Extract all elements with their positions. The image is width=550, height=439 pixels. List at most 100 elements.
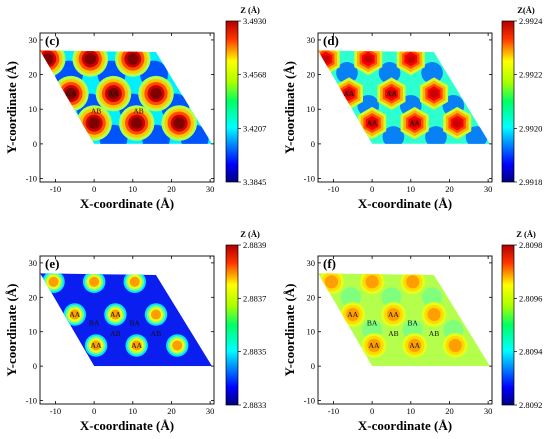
x-tick-label: 30 — [206, 184, 215, 194]
maximum-ring — [408, 338, 422, 353]
colorbar — [501, 20, 515, 183]
x-axis-label: X-coordinate (Å) — [80, 418, 174, 433]
maximum-ring — [367, 338, 381, 353]
heatmap-area-d — [318, 50, 491, 144]
site-label: AA — [131, 341, 142, 350]
maximum-ring — [84, 53, 97, 65]
maximum-ring — [427, 307, 441, 322]
site-label: AB — [388, 329, 398, 338]
surface-maximum — [82, 273, 106, 294]
maximum-ring — [127, 53, 139, 65]
surface-maximum — [402, 333, 428, 358]
x-tick-label: 30 — [484, 184, 493, 194]
site-label: AA — [386, 89, 397, 98]
maximum-ring — [324, 275, 339, 289]
maximum-ring — [453, 118, 462, 128]
maximum-ring — [48, 276, 59, 287]
y-tick-label: 30 — [307, 258, 316, 268]
maximum-ring — [429, 88, 439, 99]
surface-maximum — [400, 273, 426, 295]
x-tick-label: 0 — [370, 184, 374, 194]
x-tick-label: -10 — [328, 184, 339, 194]
maximum-ring — [365, 275, 379, 289]
surface-minimum — [40, 74, 62, 103]
colorbar-tick-label: 2.8833 — [243, 400, 266, 410]
surface-maximum — [354, 50, 383, 76]
panel-label: (d) — [323, 33, 339, 48]
site-label: BA — [367, 319, 378, 328]
y-tick-label: 30 — [29, 258, 38, 268]
y-tick-label: 0 — [311, 139, 315, 149]
panel-label: (e) — [45, 256, 59, 271]
maximum-ring — [130, 117, 143, 129]
y-axis-label: Y-coordinate (Å) — [4, 61, 19, 154]
surface-maximum — [358, 106, 387, 140]
colorbar-tick-label: 2.8094 — [519, 347, 543, 357]
maximum-ring — [387, 88, 396, 99]
surface-maximum — [123, 273, 146, 294]
surface-maximum — [84, 334, 108, 357]
axes-frame — [317, 255, 493, 405]
surface-minimum — [465, 126, 488, 144]
maximum-ring — [110, 309, 121, 320]
site-label: AB — [429, 329, 439, 338]
site-label: AA — [91, 341, 102, 350]
colorbar-tick-label: 3.4930 — [243, 16, 266, 26]
y-tick-label: -10 — [26, 174, 37, 184]
surface-minimum — [421, 62, 443, 84]
site-label: AA — [388, 310, 399, 319]
site-label: BA — [130, 319, 141, 328]
y-tick-label: 30 — [29, 35, 38, 45]
heatmap-area-e — [40, 273, 213, 367]
x-tick-label: 0 — [92, 184, 96, 194]
surface-maximum — [359, 273, 385, 295]
site-label: AA — [108, 89, 119, 98]
panel-label: (f) — [323, 256, 336, 271]
maximum-ring — [107, 87, 120, 100]
surface-maximum — [138, 75, 174, 112]
y-tick-label: -10 — [304, 174, 315, 184]
maximum-ring — [69, 309, 80, 320]
maximum-ring — [65, 87, 77, 100]
colorbar-tick-label: 2.8835 — [243, 347, 266, 357]
maximum-ring — [131, 340, 142, 351]
y-tick-label: 10 — [307, 327, 316, 337]
site-label: AA — [344, 89, 355, 98]
colorbar-tick-label: 2.9920 — [519, 123, 542, 133]
colorbar-title: Z (Å) — [516, 229, 536, 239]
site-label: AA — [69, 310, 80, 319]
x-tick-label: 0 — [92, 406, 96, 416]
surface-maximum — [118, 105, 155, 141]
maximum-ring — [91, 340, 102, 351]
heatmap-area-f — [318, 273, 491, 367]
surface-maximum — [125, 334, 148, 357]
y-axis-label: Y-coordinate (Å) — [282, 61, 297, 154]
colorbar-tick-label: 2.8837 — [243, 293, 266, 303]
maximum-ring — [448, 338, 462, 353]
panel-label: (c) — [45, 33, 59, 48]
colorbar-tick-label: 3.3845 — [243, 177, 266, 187]
site-label: AA — [409, 341, 420, 350]
site-label: AA — [369, 341, 380, 350]
surface-maximum — [166, 334, 189, 357]
maximum-ring — [41, 53, 54, 65]
surface-maximum — [161, 105, 197, 141]
site-label: AA — [409, 119, 420, 128]
colorbar-tick-label: 2.9918 — [519, 177, 542, 187]
y-tick-label: 0 — [33, 361, 37, 371]
heatmap-area-c — [40, 50, 213, 144]
y-tick-label: 0 — [311, 361, 315, 371]
site-label: AA — [347, 310, 358, 319]
surface-maximum — [104, 303, 127, 326]
x-tick-label: 30 — [206, 406, 215, 416]
maximum-ring — [150, 309, 162, 320]
maximum-ring — [346, 307, 360, 322]
site-label: BA — [408, 319, 419, 328]
surface-maximum — [361, 333, 387, 358]
colorbar — [225, 244, 239, 406]
surface-minimum — [422, 287, 443, 308]
surface-minimum — [336, 62, 358, 84]
maximum-ring — [172, 340, 183, 351]
colorbar-tick-label: 2.8092 — [519, 400, 542, 410]
